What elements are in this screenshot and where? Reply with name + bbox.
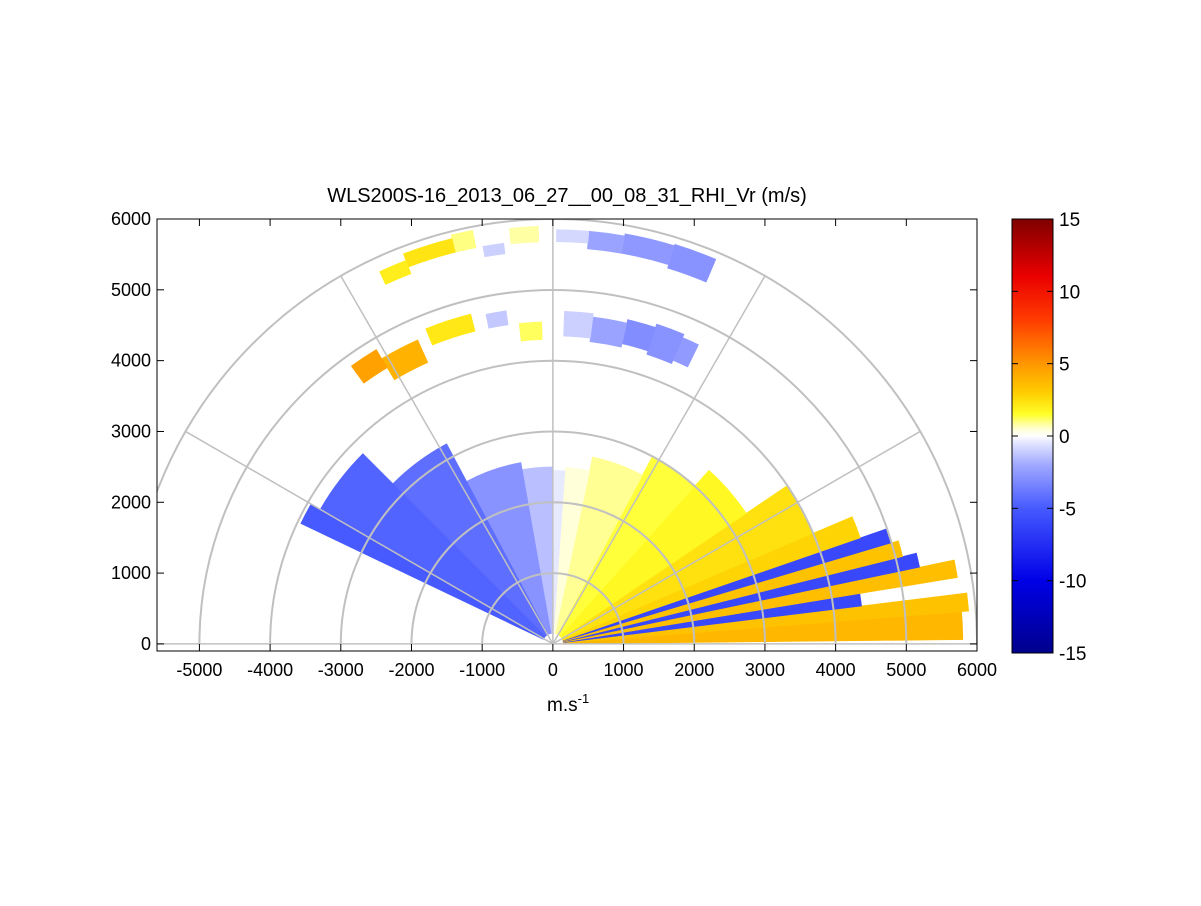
vr-cell: [621, 319, 656, 352]
x-axis-label: m.s-1: [547, 691, 589, 716]
x-tick-label: 6000: [957, 660, 997, 680]
x-tick-label: 1000: [604, 660, 644, 680]
colorbar-tick-label: -10: [1059, 572, 1086, 593]
vr-cell: [379, 260, 412, 285]
axes-frame: [156, 218, 978, 652]
x-axis-label-base: m.s: [547, 695, 578, 716]
vr-cell: [562, 540, 904, 642]
colorbar: [1011, 218, 1054, 654]
colorbar-tick-label: -15: [1059, 644, 1086, 665]
y-tick-label: 6000: [111, 209, 151, 229]
colorbar-tick-label: 15: [1059, 210, 1080, 231]
y-tick-label: 3000: [111, 421, 151, 441]
azimuth-spoke: [340, 275, 554, 645]
azimuth-spoke: [552, 430, 921, 645]
x-tick-label: -4000: [247, 660, 293, 680]
vr-cell: [667, 243, 717, 283]
range-ring: [157, 219, 977, 644]
vr-cell: [425, 313, 476, 346]
vr-cell: [450, 229, 477, 253]
colorbar-tick-label: 0: [1059, 427, 1070, 448]
x-tick-label: 4000: [816, 660, 856, 680]
y-tick-label: 4000: [111, 351, 151, 371]
chart-title: WLS200S-16_2013_06_27__00_08_31_RHI_Vr (…: [327, 185, 807, 207]
x-tick-label: 5000: [886, 660, 926, 680]
vr-cell: [559, 469, 747, 639]
colorbar-tick-label: -5: [1059, 499, 1076, 520]
vr-cell: [646, 323, 685, 364]
x-tick-label: -2000: [388, 660, 434, 680]
vr-cell: [485, 310, 509, 329]
vr-cell: [350, 349, 388, 384]
x-tick-label: -1000: [459, 660, 505, 680]
vr-cell: [563, 310, 594, 339]
vr-cell: [554, 456, 643, 635]
x-axis-label-exponent: -1: [578, 691, 590, 706]
y-tick-label: 0: [141, 634, 151, 654]
x-tick-label: 2000: [674, 660, 714, 680]
y-tick-label: 2000: [111, 492, 151, 512]
azimuth-spoke: [552, 275, 766, 645]
x-tick-label: 0: [548, 660, 558, 680]
y-tick-label: 5000: [111, 280, 151, 300]
vr-cell: [482, 242, 506, 258]
vr-cell: [403, 238, 456, 268]
colorbar-tick-label: 10: [1059, 282, 1080, 303]
vr-cell: [556, 229, 590, 244]
x-tick-label: -5000: [176, 660, 222, 680]
azimuth-spoke: [185, 430, 554, 645]
vr-cell: [563, 592, 969, 644]
x-tick-label: -3000: [318, 660, 364, 680]
colorbar-tick-label: 5: [1059, 355, 1070, 376]
vr-cell: [518, 321, 543, 342]
vr-cell: [621, 233, 675, 266]
vr-cell: [562, 516, 861, 641]
vr-cell: [553, 466, 590, 634]
vr-cell: [589, 316, 628, 348]
y-tick-label: 1000: [111, 563, 151, 583]
x-tick-label: 3000: [745, 660, 785, 680]
vr-cell: [508, 226, 540, 245]
